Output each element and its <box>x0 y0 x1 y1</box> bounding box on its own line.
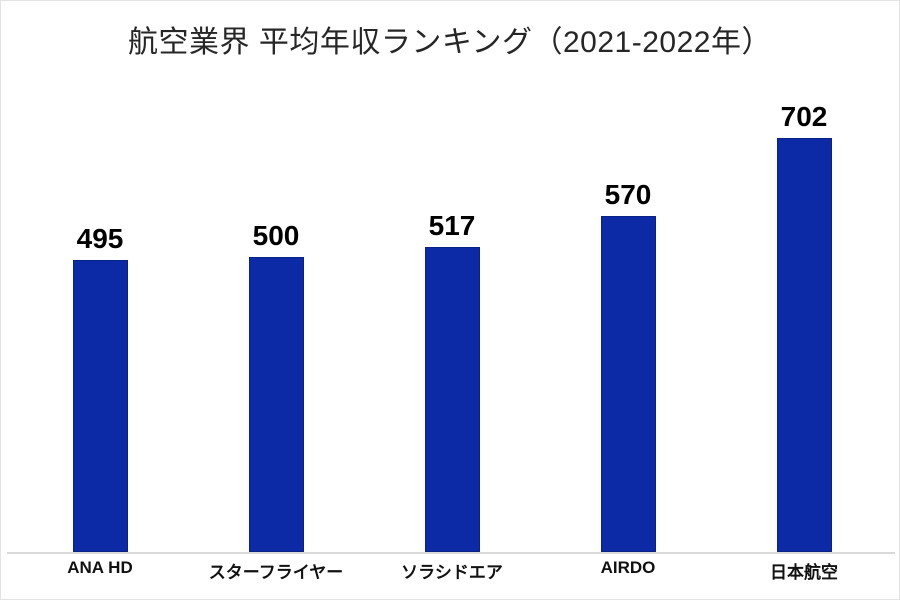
bar <box>248 257 304 552</box>
plot-area: 495 500 517 570 702 <box>12 86 892 552</box>
chart-title: 航空業界 平均年収ランキング（2021-2022年） <box>128 26 772 59</box>
category-label: AIRDO <box>600 558 656 577</box>
x-axis-line <box>7 552 895 554</box>
bar-value-label: 495 <box>76 223 124 254</box>
bar-value-label: 500 <box>252 220 300 251</box>
bar <box>776 138 832 552</box>
bar-column: 517 <box>364 212 540 552</box>
bar-column: 702 <box>716 103 892 552</box>
bar-column: 570 <box>540 181 716 552</box>
bar-column: 500 <box>188 222 364 552</box>
bar <box>72 260 128 552</box>
bar-value-label: 570 <box>604 179 652 210</box>
bar-value-label: 702 <box>780 101 828 132</box>
category-label: ソラシドエア <box>401 563 503 582</box>
bar <box>424 247 480 552</box>
category-label: 日本航空 <box>770 563 838 582</box>
bar <box>600 216 656 552</box>
category-axis: ANA HD スターフライヤー ソラシドエア AIRDO 日本航空 <box>12 558 892 583</box>
category-label: スターフライヤー <box>208 563 344 582</box>
category-label: ANA HD <box>67 558 133 577</box>
bar-value-label: 517 <box>428 210 476 241</box>
bar-column: 495 <box>12 225 188 552</box>
